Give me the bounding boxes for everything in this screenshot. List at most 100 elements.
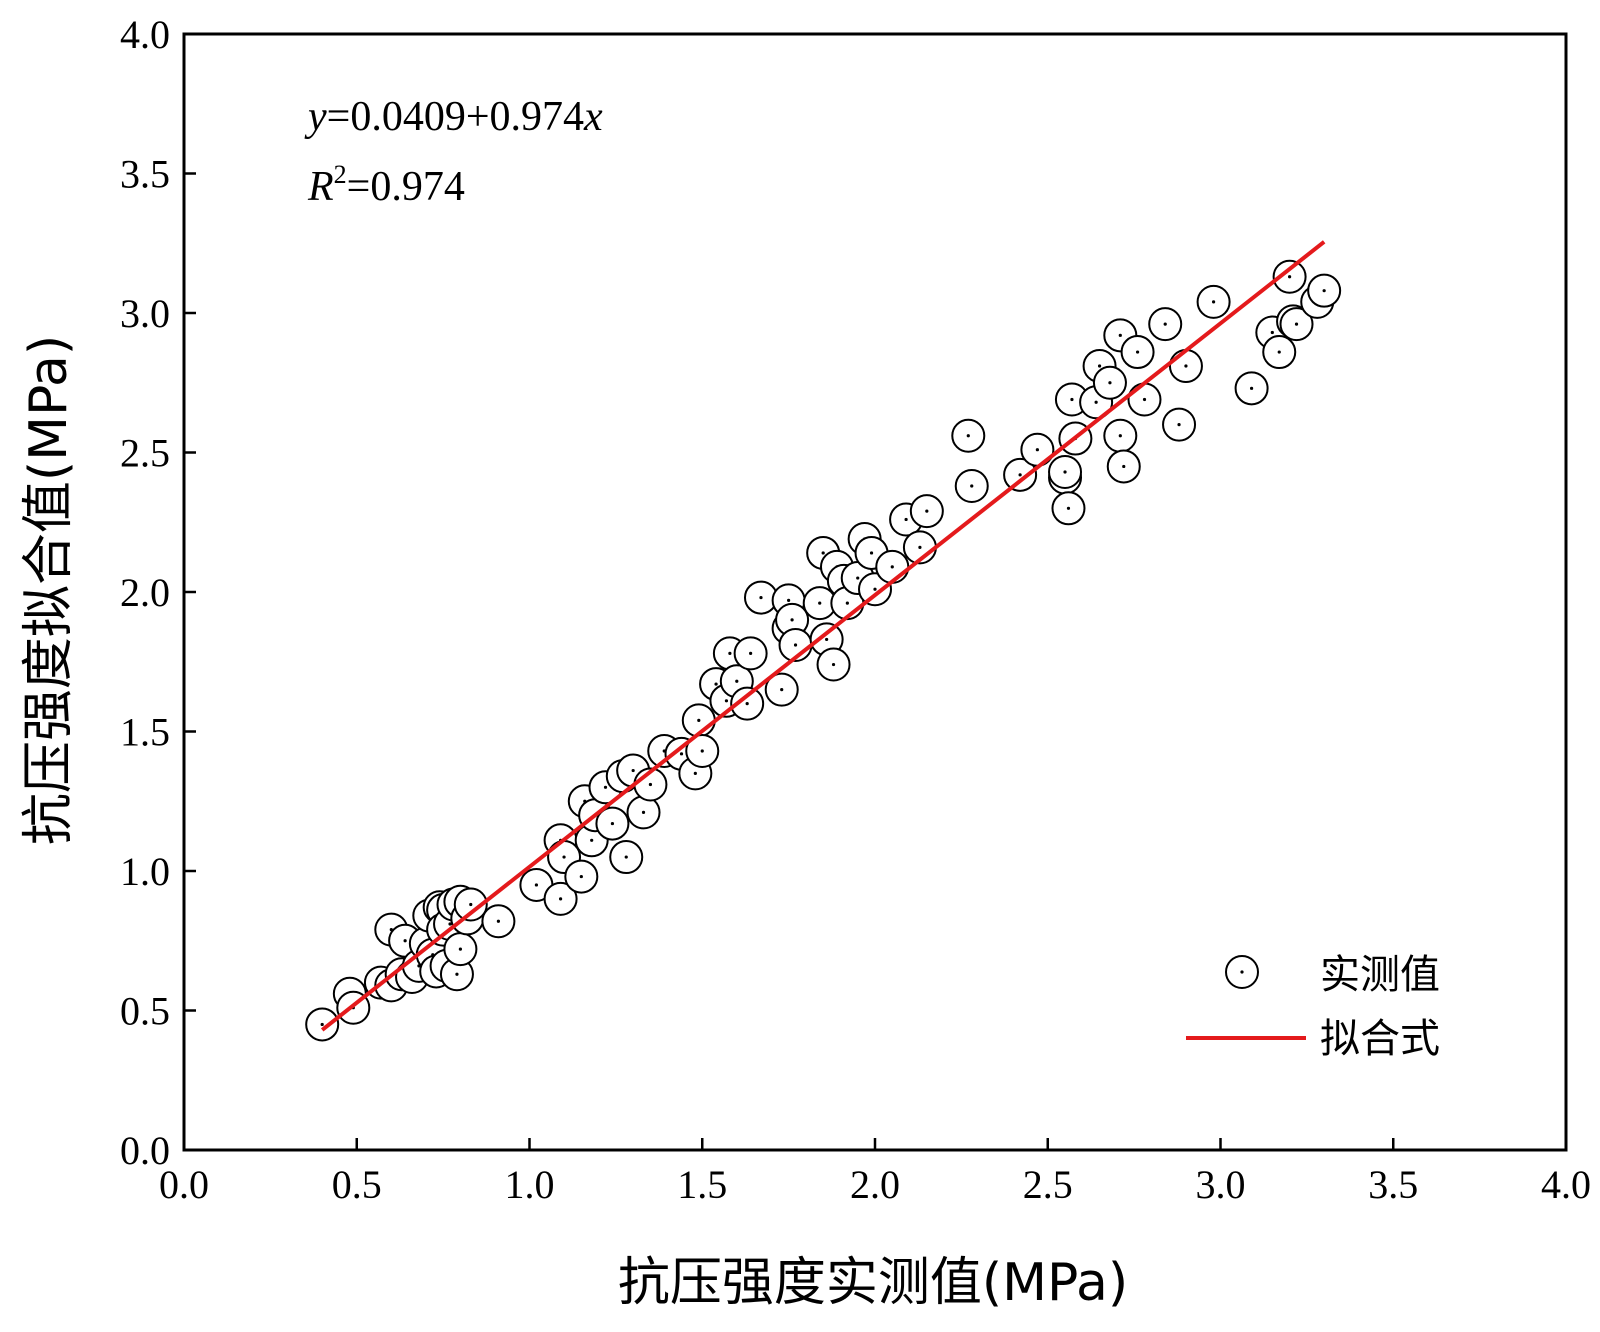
data-point-center [590, 838, 594, 842]
x-tick-label: 0.0 [159, 1162, 209, 1207]
data-point-center [780, 688, 784, 692]
data-point-center [904, 517, 908, 522]
data-point-center [648, 782, 653, 787]
data-point-center [966, 434, 970, 438]
data-point-center [1118, 333, 1122, 337]
y-tick-label: 3.5 [120, 152, 170, 197]
data-point-center [610, 821, 615, 826]
data-point-center [745, 702, 749, 706]
fit-line [320, 240, 1326, 1032]
data-point-center [1322, 289, 1326, 293]
r2-symbol: R [307, 164, 334, 210]
data-point-center [562, 855, 566, 859]
data-point-center [714, 682, 718, 686]
data-point-center [700, 749, 704, 753]
equation-x-symbol: x [583, 94, 603, 140]
data-point-center [759, 595, 763, 600]
data-point-center [448, 922, 452, 926]
x-tick-label: 3.5 [1368, 1162, 1418, 1207]
y-tick-label: 0.0 [120, 1128, 170, 1173]
data-point-center [693, 771, 697, 775]
data-point-center [790, 618, 794, 622]
y-axis-title: 抗压强度拟合值(MPa) [19, 335, 79, 845]
data-point-center [1177, 423, 1181, 427]
data-point-center [970, 484, 974, 488]
data-point-center [825, 637, 829, 642]
r2-value: =0.974 [347, 164, 465, 210]
r-squared-label: R2=0.974 [307, 160, 465, 210]
data-point-center [1018, 473, 1022, 477]
data-point-center [1122, 464, 1126, 469]
regression-equation: y=0.0409+0.974x [304, 94, 603, 140]
data-point-center [534, 883, 539, 887]
data-point-center [641, 810, 646, 815]
data-point-center [558, 897, 563, 901]
legend: 实测值 拟合式 [1186, 952, 1440, 1062]
data-point-center [818, 601, 822, 605]
legend-label-measured: 实测值 [1320, 952, 1440, 998]
marks-layer [305, 240, 1342, 1042]
data-point-center [1288, 275, 1292, 279]
y-tick-label: 0.5 [120, 989, 170, 1034]
r2-superscript: 2 [334, 160, 347, 189]
data-point-center [455, 972, 459, 976]
data-point-center [1294, 322, 1299, 326]
data-point-center [1097, 364, 1102, 368]
data-point-center [831, 662, 836, 667]
x-tick-label: 4.0 [1541, 1162, 1591, 1207]
data-point-center [1277, 350, 1281, 354]
x-tick-label: 2.0 [850, 1162, 900, 1207]
x-axis-title: 抗压强度实测值(MPa) [618, 1253, 1128, 1313]
data-point-center [496, 919, 501, 923]
data-point-center [1118, 434, 1122, 438]
legend-label-fit: 拟合式 [1320, 1016, 1440, 1062]
y-tick-label: 1.0 [120, 849, 170, 894]
equation-y-symbol: y [304, 94, 327, 140]
data-point-center [403, 939, 407, 943]
ticks-layer: 0.0 0.5 1.0 1.5 2.0 2.5 3.0 3.5 4.0 0.0 0.5 1.0 1.5 2… [120, 12, 1591, 1207]
data-point-center [1108, 381, 1112, 385]
x-tick-label: 3.0 [1196, 1162, 1246, 1207]
x-tick-label: 1.0 [505, 1162, 555, 1207]
equation-body: =0.0409+0.974 [327, 94, 584, 140]
data-point-center [579, 874, 583, 879]
data-point-center [845, 601, 849, 605]
data-point-center [320, 1022, 324, 1027]
data-point-center [1270, 330, 1274, 335]
data-point-center [1142, 397, 1147, 402]
data-point-center [1066, 506, 1071, 510]
data-point-center [603, 785, 608, 789]
data-point-center [749, 651, 753, 655]
x-tick-label: 1.5 [677, 1162, 727, 1207]
data-point-center [458, 947, 462, 951]
data-point-center [925, 509, 929, 513]
data-point-center [856, 576, 860, 580]
data-point-center [624, 855, 628, 859]
x-tick-label: 0.5 [332, 1162, 382, 1207]
data-point-center [1070, 397, 1074, 402]
data-point-center [890, 565, 894, 569]
data-point-center [787, 598, 791, 602]
data-point-center [1211, 300, 1216, 304]
legend-marker-dot [1240, 970, 1244, 974]
data-point-center [735, 679, 739, 683]
data-point-center [1063, 470, 1067, 474]
data-point-center [821, 551, 825, 555]
data-point-center [469, 902, 473, 907]
data-point-center [728, 651, 732, 655]
y-tick-label: 2.5 [120, 431, 170, 476]
y-tick-label: 1.5 [120, 710, 170, 755]
data-point-center [631, 768, 635, 773]
y-tick-label: 3.0 [120, 291, 170, 336]
data-point-center [869, 551, 874, 555]
x-tick-label: 2.5 [1023, 1162, 1073, 1207]
data-point-center [1135, 350, 1140, 354]
data-point-center [724, 699, 729, 703]
data-point-center [1094, 400, 1098, 404]
data-point-center [873, 587, 877, 591]
data-point-center [918, 545, 922, 549]
data-point-center [679, 752, 684, 756]
data-point-center [1163, 322, 1167, 326]
